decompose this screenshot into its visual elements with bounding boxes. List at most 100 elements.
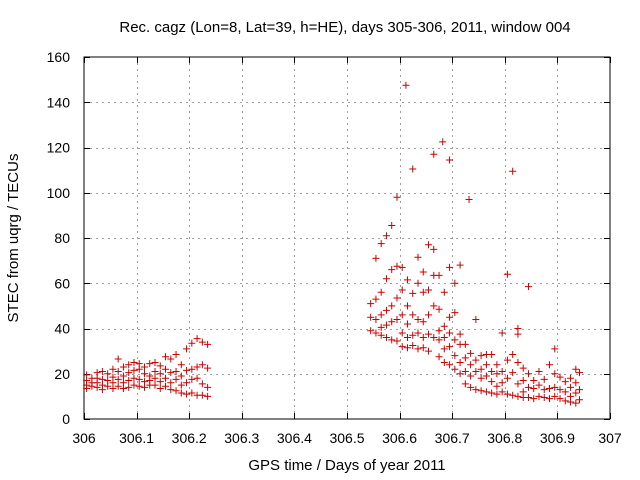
data-point [198,380,206,388]
data-point [493,382,501,390]
data-point [556,373,564,381]
data-point [393,262,401,270]
data-point [551,392,559,400]
data-point [493,370,501,378]
data-point [398,311,406,319]
data-point [435,327,443,335]
data-point [575,386,583,394]
data-point [446,329,454,337]
data-point [451,279,459,287]
data-point [451,352,459,360]
data-point [162,382,170,390]
data-point [488,378,496,386]
data-point [377,311,385,319]
chart-title: Rec. cagz (Lon=8, Lat=39, h=HE), days 30… [119,19,570,36]
data-point [156,384,164,392]
data-point [514,392,522,400]
data-point [519,364,527,372]
data-point [456,330,464,338]
data-point [472,315,480,323]
data-point [177,381,185,389]
data-point [104,370,112,378]
data-point [130,366,138,374]
data-point [551,370,559,378]
data-point [377,331,385,339]
data-point [572,379,580,387]
y-axis-title: STEC from uqrg / TECUs [5,154,22,323]
data-point [177,372,185,380]
data-point [540,375,548,383]
data-point [425,286,433,294]
data-point [567,383,575,391]
data-point [482,372,490,380]
data-point [498,329,506,337]
data-point [524,283,532,291]
x-tick-label: 306.9 [540,430,575,446]
data-point [572,365,580,373]
data-point [372,295,380,303]
data-point [151,374,159,382]
data-point [567,374,575,382]
data-point [572,389,580,397]
data-point [382,334,390,342]
data-point [393,337,401,345]
data-point [167,369,175,377]
data-point [561,378,569,386]
data-point [98,386,106,394]
data-point [88,382,96,390]
data-point [446,156,454,164]
data-point [498,388,506,396]
data-point [140,383,148,391]
data-point [472,386,480,394]
data-point [162,353,170,361]
data-point [140,370,148,378]
data-point [556,395,564,403]
data-point [382,321,390,329]
data-point [93,383,101,391]
data-point [104,382,112,390]
data-point [503,356,511,364]
x-tick-label: 307 [598,430,622,446]
data-point [493,390,501,398]
data-point [172,351,180,359]
data-point [430,334,438,342]
data-point [482,388,490,396]
data-point [425,241,433,249]
data-point [193,374,201,382]
data-point [151,358,159,366]
data-point [109,365,117,373]
data-point [524,394,532,402]
data-point [446,313,454,321]
x-tick-label: 306.4 [277,430,312,446]
data-point [403,344,411,352]
data-points [83,81,583,407]
data-point [540,394,548,402]
data-point [514,380,522,388]
data-point [419,268,427,276]
data-point [540,386,548,394]
y-tick-label: 60 [54,275,70,291]
data-point [402,81,410,89]
data-point [514,330,522,338]
data-point [172,375,180,383]
data-point [546,384,554,392]
data-point [535,381,543,389]
data-point [451,309,459,317]
data-point [419,344,427,352]
data-point [167,386,175,394]
data-point [509,167,517,175]
data-point [482,361,490,369]
data-point [535,367,543,375]
data-point [503,390,511,398]
data-point [367,313,375,321]
data-point [461,380,469,388]
data-point [414,329,422,337]
data-point [488,389,496,397]
data-point [382,275,390,283]
data-point [193,335,201,343]
data-point [488,367,496,375]
data-point [530,377,538,385]
data-point [125,377,133,385]
data-point [409,165,417,173]
data-point [172,387,180,395]
